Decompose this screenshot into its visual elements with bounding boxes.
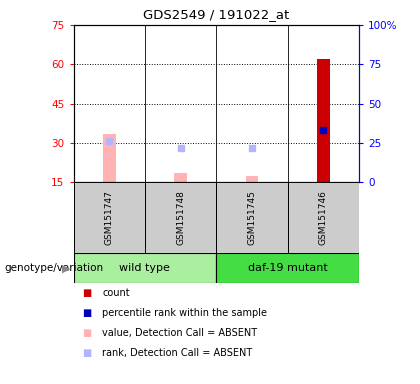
Text: rank, Detection Call = ABSENT: rank, Detection Call = ABSENT xyxy=(102,348,252,358)
Text: GSM151746: GSM151746 xyxy=(319,190,328,245)
Text: ■: ■ xyxy=(82,288,91,298)
Text: ■: ■ xyxy=(82,348,91,358)
Text: GSM151745: GSM151745 xyxy=(247,190,257,245)
Title: GDS2549 / 191022_at: GDS2549 / 191022_at xyxy=(143,8,289,21)
Text: ▶: ▶ xyxy=(62,263,71,273)
Text: ■: ■ xyxy=(82,328,91,338)
Bar xyxy=(216,182,288,253)
Text: wild type: wild type xyxy=(119,263,171,273)
Text: GSM151748: GSM151748 xyxy=(176,190,185,245)
Text: value, Detection Call = ABSENT: value, Detection Call = ABSENT xyxy=(102,328,257,338)
Bar xyxy=(174,173,187,182)
Bar xyxy=(74,182,145,253)
Bar xyxy=(216,253,359,283)
Bar xyxy=(145,182,216,253)
Text: genotype/variation: genotype/variation xyxy=(4,263,103,273)
Text: count: count xyxy=(102,288,130,298)
Bar xyxy=(103,134,116,182)
Text: ■: ■ xyxy=(82,308,91,318)
Text: percentile rank within the sample: percentile rank within the sample xyxy=(102,308,267,318)
Bar xyxy=(74,253,216,283)
Text: daf-19 mutant: daf-19 mutant xyxy=(248,263,328,273)
Bar xyxy=(317,59,330,182)
Bar xyxy=(246,176,258,182)
Text: GSM151747: GSM151747 xyxy=(105,190,114,245)
Bar xyxy=(288,182,359,253)
